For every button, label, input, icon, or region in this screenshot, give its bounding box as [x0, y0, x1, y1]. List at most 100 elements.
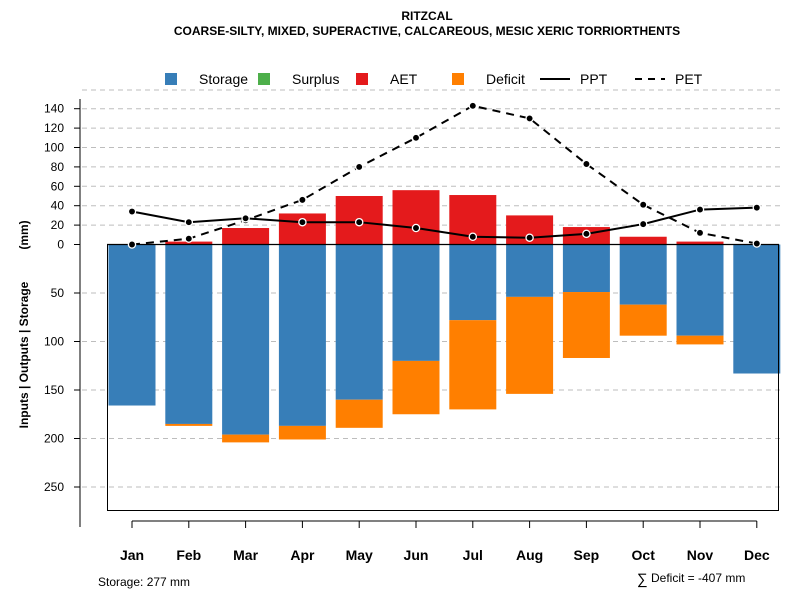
point-ppt-oct [638, 219, 648, 229]
x-tick-label-jun: Jun [404, 547, 429, 563]
deficit-note: Deficit = -407 mm [651, 571, 745, 585]
y-tick-label: 80 [51, 160, 65, 174]
y-axis-title: Inputs | Outputs | Storage (mm) [17, 220, 31, 428]
point-pet-jun [411, 133, 421, 143]
y-tick-label: 0 [57, 238, 64, 252]
bar-deficit-oct [619, 304, 667, 336]
y-tick-label: 40 [51, 199, 65, 213]
y-tick-label: 120 [44, 121, 64, 135]
sum-symbol: ∑ [637, 571, 648, 588]
bar-storage-nov [676, 244, 724, 336]
bar-storage-aug [506, 244, 554, 297]
legend-label-deficit: Deficit [486, 71, 525, 87]
y-tick-label: 100 [44, 141, 64, 155]
bar-aet-mar [222, 228, 270, 245]
bar-storage-mar [222, 244, 270, 435]
bar-deficit-feb [165, 423, 213, 426]
y-tick-label: 50 [51, 286, 65, 300]
y-axis: 0 20 40 60 80 100 120 140 50 100 150 200 250 [44, 99, 81, 527]
legend-swatch-surplus [258, 73, 270, 85]
point-pet-aug [525, 114, 534, 123]
x-tick-label-mar: Mar [233, 547, 258, 563]
bar-deficit-aug [506, 296, 554, 394]
line-pet [131, 104, 757, 246]
bar-deficit-jul [449, 320, 497, 410]
bar-aet-feb [165, 241, 213, 245]
bar-storage-oct [619, 244, 667, 305]
bar-storage-feb [165, 244, 213, 424]
bars [108, 190, 781, 443]
x-tick-label-may: May [346, 547, 373, 563]
series-lines [127, 101, 762, 249]
bar-aet-oct [619, 236, 667, 245]
chart-subtitle: COARSE-SILTY, MIXED, SUPERACTIVE, CALCAR… [174, 24, 680, 38]
point-pet-may [354, 162, 364, 172]
x-tick-label-jan: Jan [120, 547, 144, 563]
bar-aet-nov [676, 241, 724, 245]
point-ppt-aug [525, 233, 534, 242]
bar-storage-may [335, 244, 383, 400]
line-ppt [131, 206, 757, 239]
bar-deficit-sep [562, 292, 610, 358]
bar-deficit-jun [392, 360, 440, 415]
x-tick-label-nov: Nov [687, 547, 714, 563]
y-tick-label: 60 [51, 179, 65, 193]
bar-storage-apr [278, 244, 326, 426]
x-tick-label-sep: Sep [574, 547, 600, 563]
point-ppt-jan [127, 207, 137, 216]
y-tick-label: 100 [44, 335, 64, 349]
legend-label-ppt: PPT [580, 71, 608, 87]
x-tick-label-jul: Jul [463, 547, 483, 563]
point-ppt-jun [411, 223, 421, 233]
bar-deficit-may [335, 399, 383, 428]
point-ppt-apr [298, 217, 307, 227]
y-tick-label: 140 [44, 102, 64, 116]
x-tick-label-apr: Apr [290, 547, 315, 563]
legend-label-surplus: Surplus [292, 71, 339, 87]
chart-title: RITZCAL [401, 9, 452, 23]
legend: Storage Surplus AET Deficit PPT PET [165, 71, 703, 87]
point-pet-oct [638, 200, 648, 209]
point-pet-nov [695, 228, 705, 238]
point-ppt-nov [695, 205, 705, 214]
y-tick-label: 20 [51, 218, 65, 232]
legend-label-aet: AET [390, 71, 418, 87]
legend-swatch-storage [165, 73, 177, 85]
y-axis-units: (mm) [17, 220, 31, 249]
y-axis-label: Inputs | Outputs | Storage [17, 281, 31, 428]
point-ppt-feb [184, 217, 194, 227]
bar-storage-jul [449, 244, 497, 321]
point-pet-jul [468, 101, 478, 111]
point-pet-jan [127, 240, 137, 249]
x-tick-label-dec: Dec [744, 547, 770, 563]
x-tick-label-feb: Feb [176, 547, 201, 563]
storage-note: Storage: 277 mm [98, 575, 190, 589]
bar-storage-sep [562, 244, 610, 293]
legend-label-pet: PET [675, 71, 703, 87]
point-ppt-mar [241, 214, 250, 223]
point-ppt-may [354, 217, 364, 227]
bar-deficit-apr [278, 425, 326, 440]
point-ppt-jul [468, 232, 478, 241]
bar-storage-dec [733, 244, 781, 374]
point-ppt-dec [752, 203, 762, 212]
y-tick-label: 250 [44, 480, 64, 494]
bar-deficit-nov [676, 335, 724, 345]
bar-deficit-mar [222, 434, 270, 443]
x-axis: Jan Feb Mar Apr May Jun Jul Aug Sep Oct Nov Dec [120, 520, 770, 563]
y-tick-label: 150 [44, 383, 64, 397]
point-pet-apr [298, 195, 307, 205]
legend-label-storage: Storage [199, 71, 248, 87]
y-tick-label: 200 [44, 432, 64, 446]
legend-swatch-deficit [452, 73, 464, 85]
point-pet-dec [752, 239, 762, 248]
bar-aet-jun [392, 190, 440, 245]
bar-storage-jan [108, 244, 156, 406]
point-ppt-sep [582, 229, 591, 239]
x-tick-label-aug: Aug [516, 547, 543, 563]
x-tick-label-oct: Oct [632, 547, 656, 563]
point-pet-feb [184, 234, 194, 243]
point-pet-sep [582, 159, 591, 169]
bar-storage-jun [392, 244, 440, 361]
